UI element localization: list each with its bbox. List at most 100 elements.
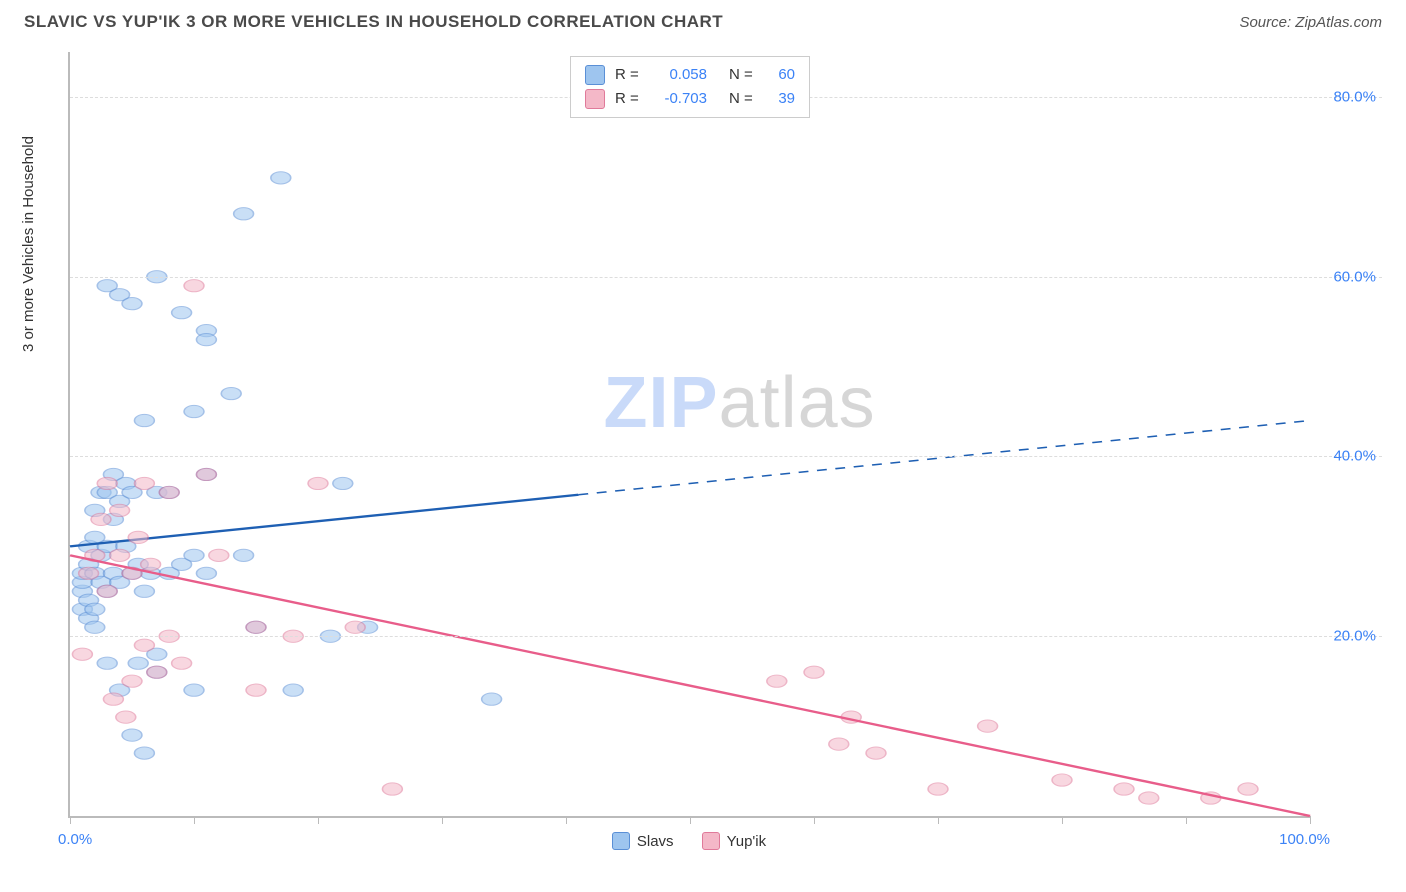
scatter-point: [333, 477, 353, 489]
y-tick-label: 60.0%: [1333, 268, 1376, 285]
x-tick: [70, 816, 71, 824]
scatter-point: [246, 621, 266, 633]
scatter-point: [482, 693, 502, 705]
legend-swatch: [612, 832, 630, 850]
scatter-point: [209, 549, 229, 561]
n-label: N =: [729, 87, 757, 111]
r-value: 0.058: [653, 63, 707, 87]
scatter-point: [97, 657, 117, 669]
scatter-point: [184, 684, 204, 696]
scatter-point: [116, 711, 136, 723]
scatter-point: [134, 639, 154, 651]
scatter-point: [928, 783, 948, 795]
scatter-point: [172, 657, 192, 669]
legend-swatch: [585, 89, 605, 109]
plot-region: R =0.058N =60R =-0.703N =39 ZIPatlas 20.…: [68, 52, 1310, 818]
scatter-point: [184, 549, 204, 561]
scatter-point: [85, 603, 105, 615]
legend-swatch: [585, 65, 605, 85]
scatter-point: [72, 648, 92, 660]
corr-row: R = 0.058 N = 60: [585, 63, 795, 87]
scatter-point: [196, 567, 216, 579]
scatter-point: [147, 666, 167, 678]
scatter-point: [1238, 783, 1258, 795]
scatter-point: [184, 405, 204, 417]
scatter-point: [103, 693, 123, 705]
x-tick: [566, 816, 567, 824]
correlation-box: R = 0.058 N = 60 R = -0.703 N = 39: [570, 56, 810, 118]
scatter-point: [91, 513, 111, 525]
chart-area: 3 or more Vehicles in Household R =0.058…: [24, 52, 1382, 868]
y-tick-label: 80.0%: [1333, 88, 1376, 105]
scatter-point: [234, 549, 254, 561]
plot-svg: [70, 52, 1310, 816]
scatter-point: [829, 738, 849, 750]
x-tick: [1062, 816, 1063, 824]
corr-row: R = -0.703 N = 39: [585, 87, 795, 111]
scatter-point: [122, 729, 142, 741]
scatter-point: [196, 468, 216, 480]
legend-label: Yup'ik: [727, 833, 767, 850]
scatter-point: [79, 567, 99, 579]
scatter-point: [110, 549, 130, 561]
n-value: 39: [767, 87, 795, 111]
scatter-point: [866, 747, 886, 759]
scatter-point: [1114, 783, 1134, 795]
r-label: R =: [615, 63, 643, 87]
scatter-point: [283, 684, 303, 696]
scatter-point: [97, 477, 117, 489]
scatter-point: [1139, 792, 1159, 804]
scatter-point: [184, 280, 204, 292]
scatter-point: [234, 208, 254, 220]
x-tick: [318, 816, 319, 824]
scatter-point: [246, 684, 266, 696]
scatter-point: [134, 585, 154, 597]
scatter-point: [172, 307, 192, 319]
scatter-point: [196, 334, 216, 346]
scatter-point: [308, 477, 328, 489]
n-value: 60: [767, 63, 795, 87]
scatter-point: [134, 477, 154, 489]
bottom-legend: Slavs Yup'ik: [68, 832, 1310, 850]
n-label: N =: [729, 63, 757, 87]
scatter-point: [110, 504, 130, 516]
y-tick-label: 40.0%: [1333, 448, 1376, 465]
scatter-point: [382, 783, 402, 795]
trend-line-dashed: [578, 421, 1310, 495]
r-label: R =: [615, 87, 643, 111]
scatter-point: [804, 666, 824, 678]
scatter-point: [122, 675, 142, 687]
scatter-point: [978, 720, 998, 732]
legend-swatch: [702, 832, 720, 850]
scatter-point: [159, 486, 179, 498]
scatter-point: [345, 621, 365, 633]
scatter-point: [122, 298, 142, 310]
y-tick-label: 20.0%: [1333, 628, 1376, 645]
source-label: Source: ZipAtlas.com: [1239, 14, 1382, 31]
scatter-point: [767, 675, 787, 687]
chart-title: SLAVIC VS YUP'IK 3 OR MORE VEHICLES IN H…: [24, 12, 723, 32]
r-value: -0.703: [653, 87, 707, 111]
gridline: [70, 636, 1382, 637]
scatter-point: [141, 558, 161, 570]
scatter-point: [128, 657, 148, 669]
scatter-point: [85, 621, 105, 633]
scatter-point: [128, 531, 148, 543]
x-tick: [1310, 816, 1311, 824]
legend-item: Slavs: [612, 832, 674, 850]
y-axis-label: 3 or more Vehicles in Household: [20, 136, 37, 352]
scatter-point: [271, 172, 291, 184]
x-tick: [814, 816, 815, 824]
scatter-point: [221, 387, 241, 399]
scatter-point: [1052, 774, 1072, 786]
header: SLAVIC VS YUP'IK 3 OR MORE VEHICLES IN H…: [0, 0, 1406, 40]
x-tick: [690, 816, 691, 824]
x-tick: [442, 816, 443, 824]
x-tick: [1186, 816, 1187, 824]
gridline: [70, 456, 1382, 457]
legend-label: Slavs: [637, 833, 674, 850]
legend-item: Yup'ik: [702, 832, 767, 850]
x-tick: [938, 816, 939, 824]
scatter-point: [97, 585, 117, 597]
gridline: [70, 277, 1382, 278]
